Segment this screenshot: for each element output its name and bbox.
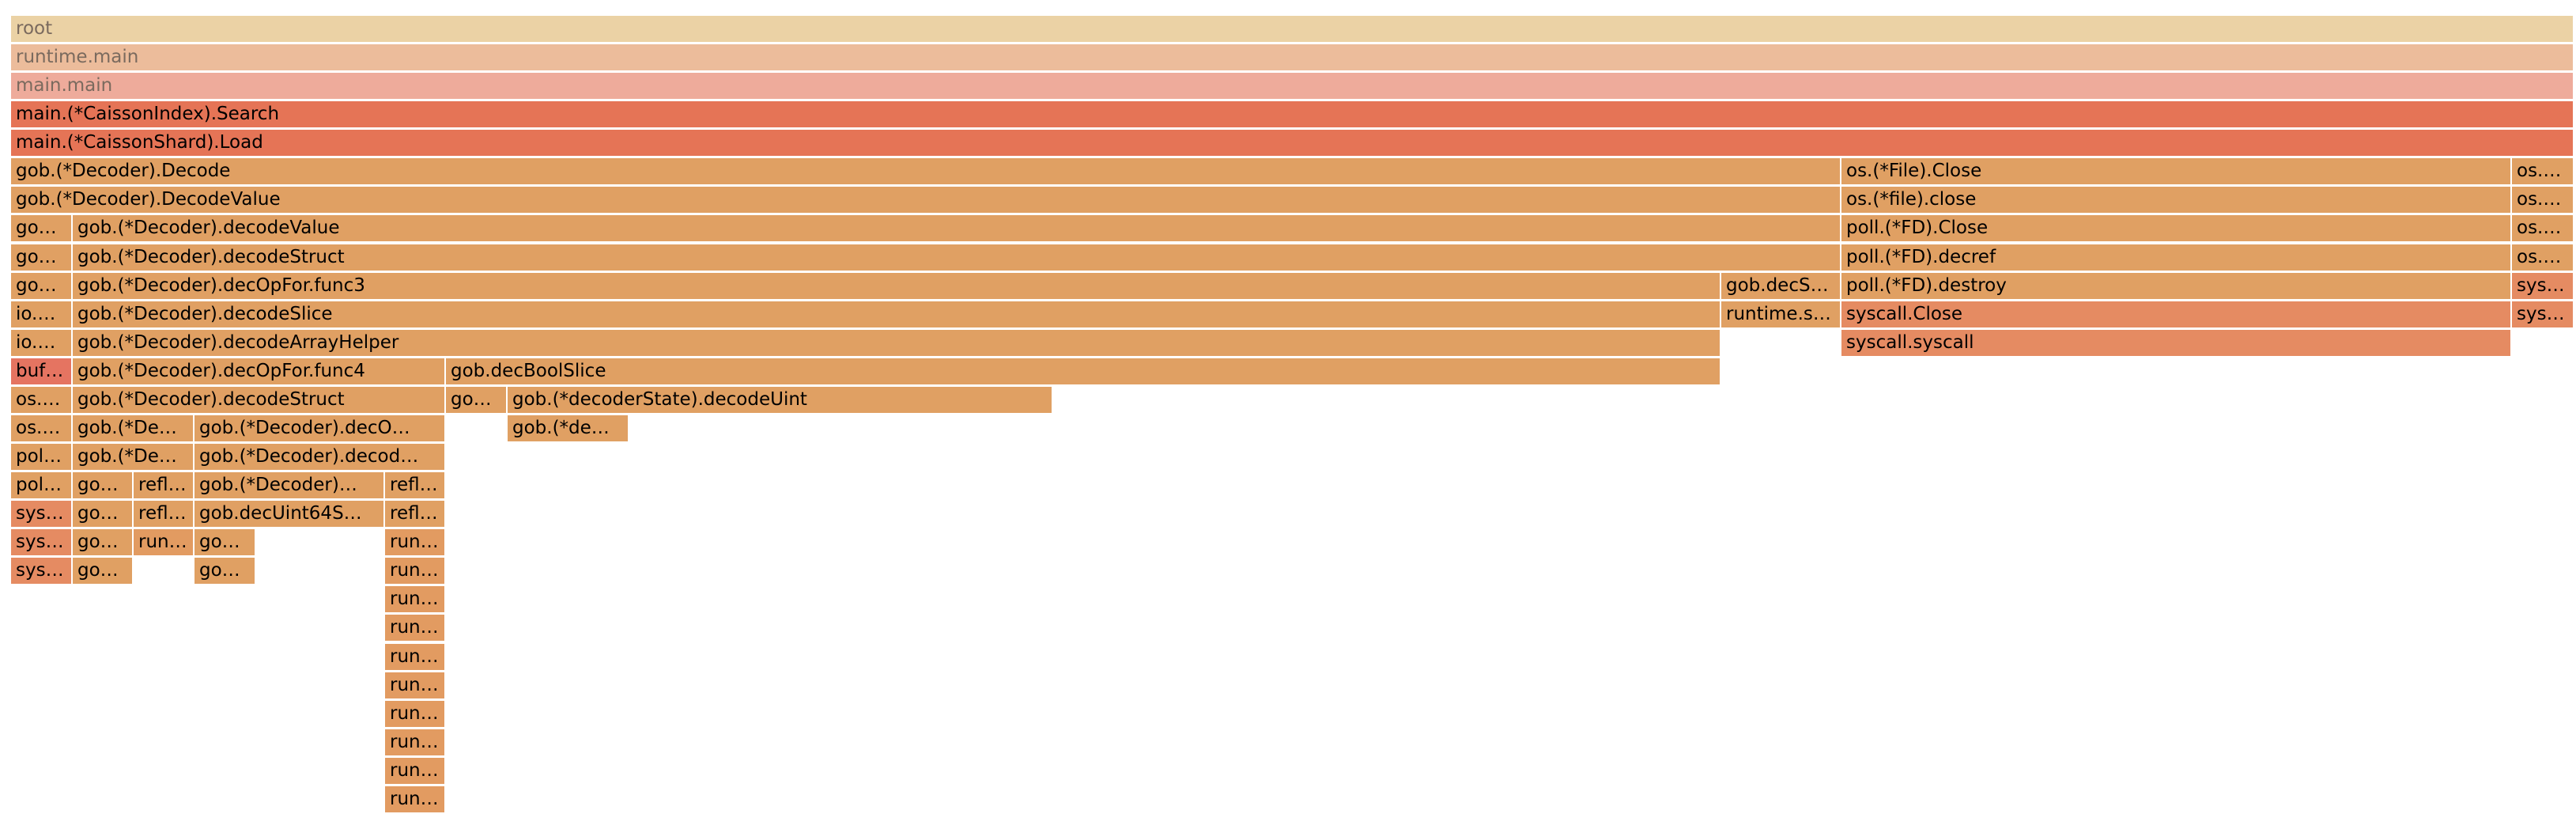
flame-frame[interactable]: run… <box>385 643 446 670</box>
flame-frame[interactable]: runtime.main <box>11 44 2574 71</box>
flame-frame[interactable]: os.… <box>2512 215 2574 242</box>
flame-frame[interactable]: refl… <box>385 501 446 528</box>
flame-frame[interactable]: gob.(*de… <box>508 414 629 441</box>
flame-frame[interactable]: gob.decS… <box>1721 272 1841 299</box>
flame-frame[interactable]: os.… <box>2512 244 2574 271</box>
flame-frame[interactable]: root <box>11 16 2574 42</box>
flame-frame[interactable]: go… <box>73 501 134 528</box>
flame-frame[interactable]: refl… <box>134 501 195 528</box>
flame-frame[interactable]: main.(*CaissonShard).Load <box>11 130 2574 157</box>
flame-frame[interactable]: go… <box>195 529 256 556</box>
flame-frame[interactable]: gob.(*Decoder).Decode <box>11 158 1841 185</box>
flame-frame[interactable]: go… <box>446 386 508 413</box>
flame-frame[interactable]: sys… <box>2512 272 2574 299</box>
flame-frame[interactable]: gob.(*Decoder).decodeStruct <box>73 386 446 413</box>
flame-frame[interactable]: os.… <box>11 414 73 441</box>
flame-frame[interactable]: go… <box>195 558 256 585</box>
flame-frame[interactable]: run… <box>385 586 446 613</box>
flame-frame[interactable]: go… <box>11 272 73 299</box>
flame-frame[interactable]: runtime.s… <box>1721 301 1841 327</box>
flame-frame[interactable]: run… <box>385 729 446 755</box>
flame-frame[interactable]: run… <box>385 672 446 698</box>
flame-frame[interactable]: sys… <box>11 558 73 585</box>
flame-frame[interactable]: gob.(*Decoder).decodeArrayHelper <box>73 329 1721 356</box>
flame-frame[interactable]: os.(*file).close <box>1841 187 2512 214</box>
flame-frame[interactable]: gob.decUint64S… <box>195 501 385 528</box>
flame-frame[interactable]: go… <box>73 529 134 556</box>
flame-frame[interactable]: main.main <box>11 73 2574 100</box>
flame-frame[interactable]: run… <box>134 529 195 556</box>
flame-frame[interactable]: io.… <box>11 329 73 356</box>
flame-frame[interactable]: gob.(*De… <box>73 444 195 471</box>
flame-frame[interactable]: os.(*File).Close <box>1841 158 2512 185</box>
flame-frame[interactable]: buf… <box>11 358 73 384</box>
flame-frame[interactable]: io.… <box>11 301 73 327</box>
flame-frame[interactable]: pol… <box>11 472 73 499</box>
flame-frame[interactable]: run… <box>385 700 446 727</box>
flame-frame[interactable]: syscall.Close <box>1841 301 2512 327</box>
flame-frame[interactable]: refl… <box>385 472 446 499</box>
flame-frame[interactable]: sys… <box>2512 301 2574 327</box>
flame-frame[interactable]: gob.(*Decoder).decodeSlice <box>73 301 1721 327</box>
flame-frame[interactable]: gob.(*Decoder).DecodeValue <box>11 187 1841 214</box>
flame-frame[interactable]: gob.(*Decoder).decOpFor.func4 <box>73 358 446 384</box>
flame-frame[interactable]: gob.(*Decoder)… <box>195 472 385 499</box>
flame-frame[interactable]: run… <box>385 529 446 556</box>
flame-frame[interactable]: gob.(*Decoder).decodeStruct <box>73 244 1841 271</box>
flame-frame[interactable]: os.… <box>11 386 73 413</box>
flame-frame[interactable]: go… <box>73 558 134 585</box>
flame-frame[interactable]: os.… <box>2512 187 2574 214</box>
flame-frame[interactable]: os.… <box>2512 158 2574 185</box>
flame-frame[interactable]: run… <box>385 615 446 642</box>
flame-frame[interactable]: poll.(*FD).decref <box>1841 244 2512 271</box>
flame-frame[interactable]: poll.(*FD).Close <box>1841 215 2512 242</box>
flame-frame[interactable]: gob.(*Decoder).decOpFor.func3 <box>73 272 1721 299</box>
flame-frame[interactable]: sys… <box>11 501 73 528</box>
flame-frame[interactable]: refl… <box>134 472 195 499</box>
flame-frame[interactable]: run… <box>385 558 446 585</box>
flame-frame[interactable]: run… <box>385 757 446 784</box>
flame-frame[interactable]: go… <box>73 472 134 499</box>
flame-frame[interactable]: go… <box>11 244 73 271</box>
flame-frame[interactable]: main.(*CaissonIndex).Search <box>11 101 2574 128</box>
flame-frame[interactable]: gob.(*Decoder).decodeValue <box>73 215 1841 242</box>
flame-frame[interactable]: gob.(*De… <box>73 414 195 441</box>
flame-frame[interactable]: pol… <box>11 444 73 471</box>
flame-frame[interactable]: run… <box>385 785 446 812</box>
flame-frame[interactable]: gob.(*Decoder).decO… <box>195 414 446 441</box>
flame-frame[interactable]: gob.(*decoderState).decodeUint <box>508 386 1053 413</box>
flame-frame[interactable]: sys… <box>11 529 73 556</box>
flame-frame[interactable]: syscall.syscall <box>1841 329 2512 356</box>
flame-frame[interactable]: gob.(*Decoder).decod… <box>195 444 446 471</box>
flame-frame[interactable]: poll.(*FD).destroy <box>1841 272 2512 299</box>
flame-frame[interactable]: go… <box>11 215 73 242</box>
flame-frame[interactable]: gob.decBoolSlice <box>446 358 1721 384</box>
